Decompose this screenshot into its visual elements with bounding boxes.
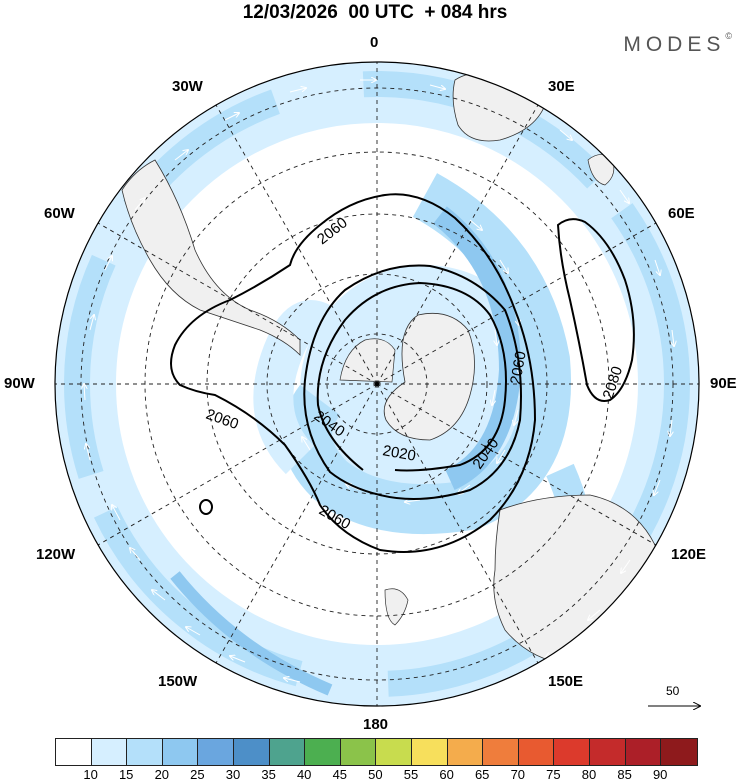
map-title: 12/03/2026 00 UTC + 084 hrs — [242, 2, 508, 23]
colorbar-swatch — [127, 739, 163, 765]
colorbar-swatch — [447, 739, 484, 765]
lon-label-60w: 60W — [44, 205, 75, 222]
lon-label-0: 0 — [370, 34, 379, 51]
new-zealand — [384, 588, 409, 626]
inner-jet-core — [433, 206, 522, 491]
lon-label-120w: 120W — [36, 546, 76, 563]
colorbar-swatch — [305, 739, 341, 765]
colorbar-tick-label: 15 — [118, 767, 134, 782]
lon-label-60e: 60E — [668, 205, 695, 222]
colorbar-tick-label: 50 — [368, 767, 383, 782]
contour-label: 2020 — [381, 442, 417, 465]
map-border — [54, 61, 700, 707]
contour-label: 2060 — [507, 350, 530, 386]
colorbar-swatch — [518, 739, 555, 765]
contour-2060 — [170, 193, 537, 553]
lon-label-90w: 90W — [4, 375, 35, 392]
antarctic-peninsula-shelf — [339, 338, 396, 383]
colorbar — [55, 738, 698, 766]
colorbar-swatch — [625, 739, 662, 765]
lon-label-30w: 30W — [172, 78, 203, 95]
colorbar-swatch — [411, 739, 448, 765]
south-america — [121, 159, 301, 356]
lon-label-90e: 90E — [710, 375, 737, 392]
meridian-lines — [55, 62, 699, 706]
colorbar-tick-label: 80 — [581, 767, 597, 782]
madagascar — [587, 154, 615, 186]
outer-jet-core-sw — [170, 571, 333, 696]
colorbar-tick-label: 60 — [439, 767, 454, 782]
colorbar-tick-label: 25 — [190, 767, 205, 782]
colorbar-swatch — [233, 739, 270, 765]
lon-label-150w: 150W — [158, 673, 198, 690]
colorbar-tick-label: 30 — [225, 767, 241, 782]
lon-label-150e: 150E — [548, 673, 584, 690]
south-pole-dot — [374, 381, 380, 387]
colorbar-swatch — [661, 739, 697, 765]
colorbar-swatch — [198, 739, 234, 765]
reference-vector-label: 50 — [666, 684, 680, 698]
contour-2080 — [556, 218, 635, 402]
inner-shading-west — [253, 300, 345, 475]
lon-label-180: 180 — [363, 716, 389, 733]
colorbar-swatch — [554, 739, 590, 765]
height-contours — [170, 193, 635, 553]
colorbar-swatch — [483, 739, 519, 765]
colorbar-tick-label: 75 — [546, 767, 561, 782]
colorbar-tick-label: 40 — [296, 767, 312, 782]
colorbar-tick-label: 45 — [332, 767, 348, 782]
colorbar-tick-label: 85 — [617, 767, 632, 782]
colorbar-tick-label: 55 — [403, 767, 419, 782]
colorbar-tick-label: 10 — [83, 767, 98, 782]
colorbar-tick-label: 90 — [652, 767, 668, 782]
australia — [493, 494, 657, 666]
colorbar-tick-label: 65 — [474, 767, 490, 782]
colorbar-swatch — [56, 739, 92, 765]
colorbar-tick-label: 20 — [154, 767, 170, 782]
colorbar-tick-label: 70 — [510, 767, 526, 782]
colorbar-swatch — [340, 739, 377, 765]
colorbar-swatch — [269, 739, 306, 765]
colorbar-swatch — [91, 739, 128, 765]
antarctica — [383, 312, 475, 441]
inner-jet-shading — [282, 173, 571, 535]
modes-logo: MODES© — [623, 31, 732, 57]
colorbar-swatch — [589, 739, 626, 765]
contour-2020 — [316, 281, 507, 472]
contour-2040 — [303, 264, 522, 500]
contour-2060-closed-cell — [199, 499, 213, 515]
colorbar-swatch — [376, 739, 412, 765]
copyright-mark: © — [725, 31, 732, 41]
brand-text: MODES — [623, 33, 726, 56]
colorbar-tick-label: 35 — [261, 767, 276, 782]
colorbar-swatch — [162, 739, 199, 765]
lon-label-120e: 120E — [671, 546, 707, 563]
lon-label-30e: 30E — [548, 78, 575, 95]
